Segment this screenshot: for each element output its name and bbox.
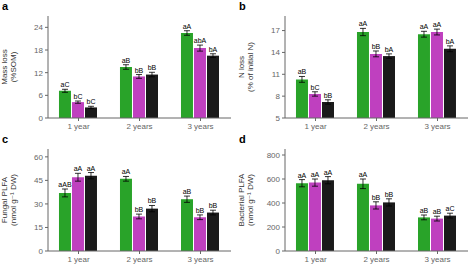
svg-text:aA: aA [122,168,131,175]
svg-text:2 years: 2 years [126,254,152,263]
svg-text:aB: aB [122,57,131,64]
svg-text:24: 24 [34,23,43,32]
svg-text:18: 18 [34,46,43,55]
svg-text:3 years: 3 years [187,254,213,263]
svg-text:Bacterial PLFA(nmol g⁻¹ DW): Bacterial PLFA(nmol g⁻¹ DW) [237,172,255,226]
svg-text:abA: abA [194,37,207,44]
svg-text:aA: aA [74,165,83,172]
svg-text:2 years: 2 years [363,254,389,263]
svg-text:bB: bB [324,92,333,99]
svg-text:12: 12 [34,69,43,78]
svg-text:11: 11 [272,70,281,79]
svg-text:bB: bB [385,190,394,197]
svg-text:1 year: 1 year [67,254,90,263]
svg-text:3 years: 3 years [424,122,450,131]
svg-text:aA: aA [87,164,96,171]
svg-text:2 years: 2 years [363,122,389,131]
svg-text:bC: bC [74,93,83,100]
svg-text:bB: bB [148,197,157,204]
svg-text:5: 5 [276,114,281,123]
svg-text:aA: aA [359,171,368,178]
svg-text:6: 6 [39,91,44,100]
svg-text:aA: aA [311,171,320,178]
svg-text:bC: bC [87,98,96,105]
svg-text:600: 600 [267,174,281,183]
svg-text:bB: bB [372,193,381,200]
html-text:a: a [2,0,9,12]
svg-text:bB: bB [372,43,381,50]
svg-text:bB: bB [209,202,218,209]
svg-text:800: 800 [267,150,281,159]
svg-text:Fungal PLFA(nmol g⁻¹ DW): Fungal PLFA(nmol g⁻¹ DW) [8,173,18,225]
svg-text:aA: aA [324,168,333,175]
svg-text:Mass loss(%SOM): Mass loss(%SOM) [8,49,18,85]
svg-text:bB: bB [135,67,144,74]
svg-text:0: 0 [276,246,281,255]
svg-text:1 year: 1 year [67,122,90,131]
svg-text:1 year: 1 year [304,254,327,263]
svg-text:aA: aA [420,23,429,30]
svg-text:1 year: 1 year [304,122,327,131]
svg-text:aAB: aAB [58,181,72,188]
svg-text:15: 15 [34,223,43,232]
svg-text:3 years: 3 years [424,254,450,263]
svg-text:bC: bC [311,84,320,91]
svg-text:0: 0 [39,246,44,255]
svg-text:bB: bB [196,206,205,213]
svg-text:bA: bA [446,38,455,45]
svg-text:aB: aB [433,208,442,215]
svg-text:8: 8 [276,92,281,101]
svg-text:aA: aA [298,171,307,178]
svg-text:bA: bA [385,46,394,53]
svg-text:bA: bA [209,46,218,53]
svg-text:3 years: 3 years [187,122,213,131]
svg-text:aB: aB [420,207,429,214]
svg-text:0: 0 [39,114,44,123]
svg-text:2 years: 2 years [126,122,152,131]
svg-text:17: 17 [271,26,280,35]
html-text:c: c [2,132,9,145]
svg-text:aA: aA [433,21,442,28]
svg-text:14: 14 [271,48,280,57]
svg-text:aA: aA [359,20,368,27]
svg-text:aC: aC [61,81,70,88]
html-text:d: d [239,132,246,145]
svg-text:400: 400 [267,198,281,207]
svg-text:60: 60 [34,152,43,161]
svg-text:aB: aB [298,68,307,75]
svg-text:N loss(% of initial N): N loss(% of initial N) [237,42,255,92]
svg-text:aC: aC [446,205,455,212]
svg-text:aA: aA [183,23,192,30]
svg-text:200: 200 [267,222,281,231]
html-text:b: b [239,0,246,12]
svg-text:45: 45 [34,176,43,185]
svg-text:aB: aB [183,188,192,195]
svg-text:30: 30 [34,199,43,208]
svg-text:bB: bB [135,206,144,213]
svg-text:bB: bB [148,64,157,71]
